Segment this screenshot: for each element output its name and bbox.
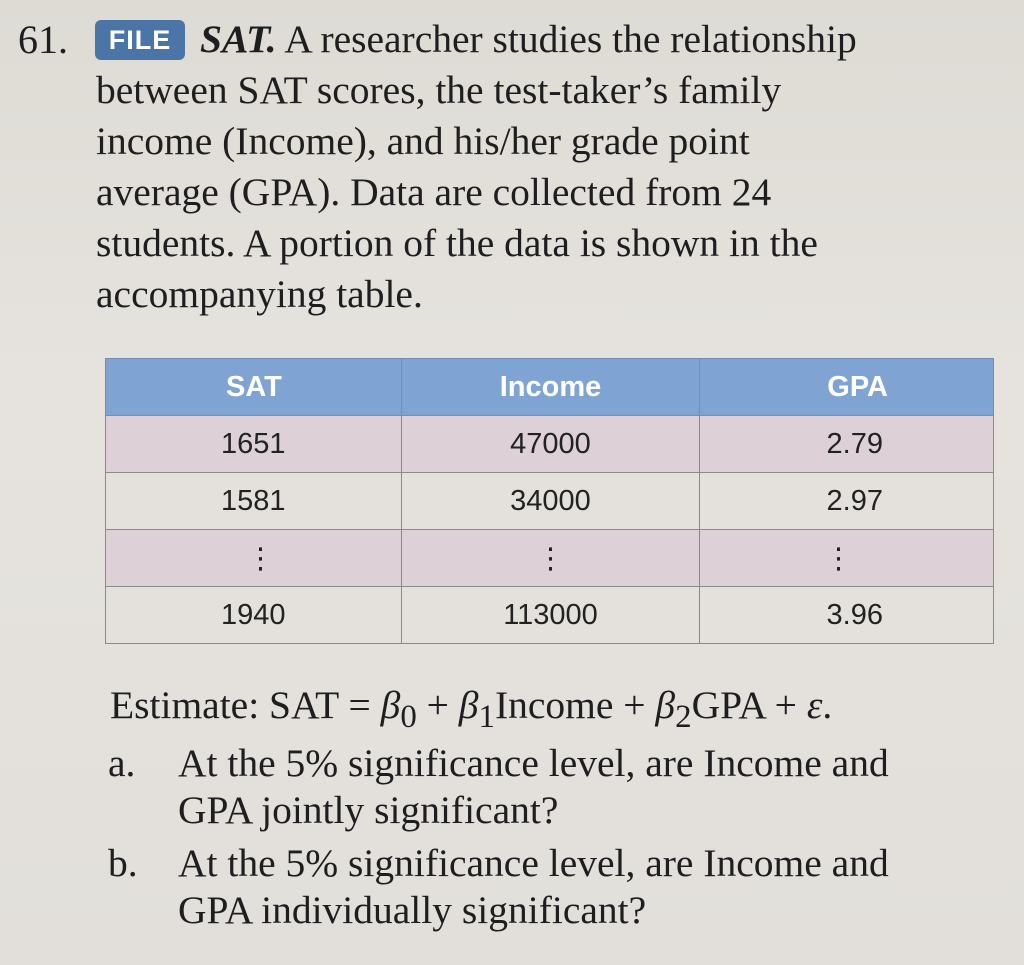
part-a-text: At the 5% significance level, are Income… (178, 741, 889, 832)
part-b-label: b. (108, 841, 138, 885)
table-row: 1651 47000 2.79 (105, 415, 994, 473)
cell-gpa: 2.97 (699, 472, 994, 530)
question-title: SAT. (200, 17, 277, 61)
header-sat: SAT (105, 358, 402, 416)
question-line: students. A portion of the data is shown… (96, 221, 818, 265)
table-header-row: SAT Income GPA (105, 358, 994, 416)
cell-income: 34000 (401, 472, 700, 530)
cell-income: 47000 (401, 415, 700, 473)
question-line: between SAT scores, the test-taker’s fam… (96, 68, 782, 112)
header-gpa: GPA (699, 358, 994, 416)
question-line: SAT. A researcher studies the relationsh… (200, 17, 857, 61)
question-number: 61. (18, 17, 68, 62)
part-b-text: At the 5% significance level, are Income… (178, 841, 889, 932)
part-a-label: a. (108, 741, 136, 785)
cell-sat: 1651 (105, 415, 402, 473)
estimate-equation: Estimate: SAT = β0 + β1Income + β2GPA + … (110, 683, 833, 735)
cell-sat: ⋮ (105, 529, 402, 587)
cell-income: ⋮ (401, 529, 700, 587)
cell-gpa: ⋮ (699, 529, 994, 587)
cell-gpa: 3.96 (699, 586, 994, 644)
file-badge: FILE (95, 20, 185, 60)
cell-sat: 1581 (105, 472, 402, 530)
question-line: accompanying table. (96, 272, 423, 316)
table-row: 1581 34000 2.97 (105, 472, 994, 530)
question-line: income (Income), and his/her grade point (96, 119, 750, 163)
cell-income: 113000 (401, 586, 700, 644)
cell-gpa: 2.79 (699, 415, 994, 473)
table-row: 1940 113000 3.96 (105, 586, 994, 644)
question-line: average (GPA). Data are collected from 2… (96, 170, 772, 214)
header-income: Income (401, 358, 700, 416)
data-table: SAT Income GPA 1651 47000 2.79 1581 3400… (105, 358, 994, 644)
question-text: SAT. A researcher studies the relationsh… (96, 14, 1016, 320)
table-row: ⋮ ⋮ ⋮ (105, 529, 994, 587)
cell-sat: 1940 (105, 586, 402, 644)
